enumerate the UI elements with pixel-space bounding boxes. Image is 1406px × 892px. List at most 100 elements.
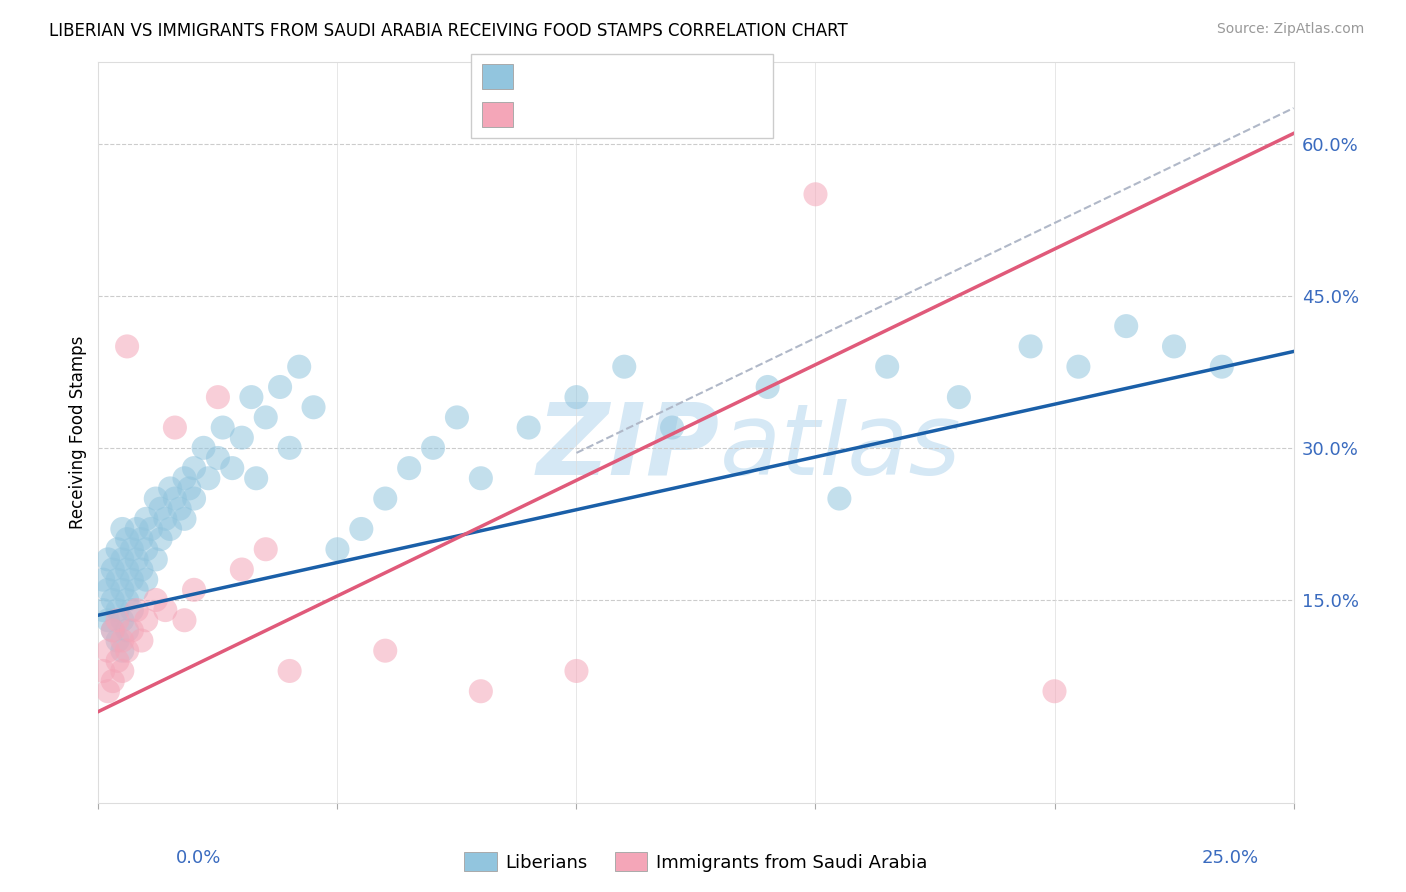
Point: [163, 491, 186, 506]
Point: [97, 552, 120, 566]
Point: [101, 624, 124, 638]
Point: [111, 552, 134, 566]
Point: [91, 573, 114, 587]
Point: [97, 643, 120, 657]
Point: [145, 552, 167, 566]
Point: [1019, 339, 1042, 353]
Point: [115, 562, 138, 576]
Point: [97, 582, 120, 597]
Point: [111, 633, 134, 648]
Point: [350, 522, 373, 536]
Point: [169, 501, 191, 516]
Point: [125, 522, 148, 536]
Point: [111, 643, 134, 657]
Point: [125, 552, 148, 566]
Point: [121, 603, 143, 617]
Point: [91, 664, 114, 678]
Point: [211, 420, 233, 434]
Point: [107, 603, 129, 617]
Point: [131, 532, 153, 546]
Point: [135, 613, 157, 627]
Point: [470, 471, 492, 485]
Point: [163, 420, 186, 434]
Point: [197, 471, 219, 485]
Text: ZIP: ZIP: [537, 399, 720, 496]
Point: [107, 654, 129, 668]
Point: [374, 643, 396, 657]
Point: [97, 684, 120, 698]
Point: [804, 187, 827, 202]
Point: [221, 461, 243, 475]
Point: [149, 501, 172, 516]
Text: LIBERIAN VS IMMIGRANTS FROM SAUDI ARABIA RECEIVING FOOD STAMPS CORRELATION CHART: LIBERIAN VS IMMIGRANTS FROM SAUDI ARABIA…: [49, 22, 848, 40]
Point: [149, 532, 172, 546]
Point: [254, 410, 277, 425]
Y-axis label: Receiving Food Stamps: Receiving Food Stamps: [69, 336, 87, 529]
Point: [269, 380, 291, 394]
Point: [756, 380, 779, 394]
Point: [121, 573, 143, 587]
Point: [179, 482, 201, 496]
Point: [613, 359, 636, 374]
Point: [254, 542, 277, 557]
Point: [422, 441, 444, 455]
Point: [115, 593, 138, 607]
Point: [145, 491, 167, 506]
Point: [115, 339, 138, 353]
Point: [139, 522, 162, 536]
Point: [1163, 339, 1185, 353]
Point: [278, 441, 301, 455]
Point: [155, 603, 177, 617]
Point: [517, 420, 540, 434]
Point: [135, 542, 157, 557]
Text: R =  0.531   N = 80: R = 0.531 N = 80: [524, 68, 700, 86]
Point: [131, 633, 153, 648]
Point: [326, 542, 349, 557]
Point: [302, 401, 325, 415]
Point: [565, 390, 588, 404]
Point: [288, 359, 311, 374]
Point: [173, 512, 195, 526]
Point: [145, 593, 167, 607]
Point: [193, 441, 215, 455]
Point: [183, 491, 205, 506]
Point: [828, 491, 851, 506]
Point: [374, 491, 396, 506]
Point: [135, 573, 157, 587]
Point: [207, 450, 229, 465]
Point: [111, 522, 134, 536]
Point: [91, 603, 114, 617]
Point: [173, 471, 195, 485]
Point: [231, 431, 253, 445]
Point: [121, 624, 143, 638]
Point: [111, 582, 134, 597]
Point: [107, 573, 129, 587]
Text: 0.0%: 0.0%: [176, 849, 221, 867]
Point: [1043, 684, 1066, 698]
Point: [115, 624, 138, 638]
Text: atlas: atlas: [720, 399, 962, 496]
Point: [159, 522, 181, 536]
Text: Source: ZipAtlas.com: Source: ZipAtlas.com: [1216, 22, 1364, 37]
Point: [135, 512, 157, 526]
Point: [398, 461, 420, 475]
Text: 25.0%: 25.0%: [1201, 849, 1258, 867]
Point: [125, 603, 148, 617]
Point: [183, 461, 205, 475]
Point: [1115, 319, 1137, 334]
Point: [155, 512, 177, 526]
Point: [1067, 359, 1090, 374]
Point: [231, 562, 253, 576]
Point: [101, 674, 124, 689]
Point: [125, 582, 148, 597]
Legend: Liberians, Immigrants from Saudi Arabia: Liberians, Immigrants from Saudi Arabia: [457, 845, 935, 879]
Point: [446, 410, 468, 425]
Point: [97, 613, 120, 627]
Point: [107, 613, 129, 627]
Point: [278, 664, 301, 678]
Point: [101, 562, 124, 576]
Point: [115, 532, 138, 546]
Point: [245, 471, 267, 485]
Point: [876, 359, 898, 374]
Point: [107, 633, 129, 648]
